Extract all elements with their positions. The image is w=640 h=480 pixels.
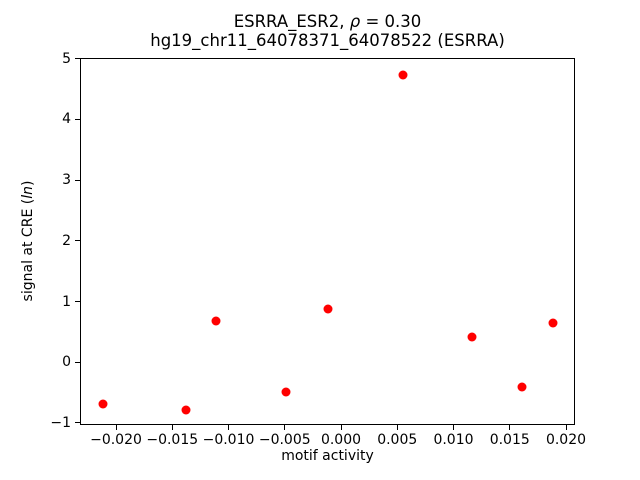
y-tick-mark	[75, 118, 80, 120]
data-point	[181, 405, 191, 415]
x-tick-label: −0.010	[202, 432, 255, 448]
title-suffix: = 0.30	[360, 12, 422, 31]
data-point	[467, 332, 476, 342]
y-tick-label: 0	[62, 354, 71, 371]
x-tick-mark	[115, 425, 117, 430]
title-line-1: ESRRA_ESR2, ρ = 0.30	[80, 12, 575, 31]
x-tick-mark	[565, 425, 567, 430]
y-tick-label: 5	[62, 50, 71, 67]
x-tick-label: 0.005	[377, 432, 418, 448]
data-point	[398, 70, 408, 80]
y-tick-label: −1	[50, 414, 71, 431]
y-tick-mark	[75, 361, 80, 363]
y-tick-mark	[75, 301, 80, 303]
x-tick-mark	[453, 425, 454, 430]
y-tick-mark	[75, 179, 80, 181]
data-point	[548, 318, 557, 328]
y-tick-label: 2	[62, 232, 71, 249]
x-tick-mark	[228, 425, 229, 430]
title-line-2: hg19_chr11_64078371_64078522 (ESRRA)	[150, 31, 505, 50]
x-tick-mark	[171, 425, 173, 430]
y-tick-label: 3	[62, 172, 71, 189]
y-axis-label-suffix: )	[20, 180, 36, 187]
plot-area	[80, 58, 575, 425]
chart-title: ESRRA_ESR2, ρ = 0.30 hg19_chr11_64078371…	[80, 12, 575, 50]
x-tick-label: −0.020	[90, 432, 142, 448]
y-tick-label: 1	[62, 293, 71, 310]
x-tick-label: 0.010	[433, 432, 474, 448]
rho-symbol: ρ	[349, 12, 361, 31]
x-tick-label: 0.020	[545, 432, 587, 448]
data-point	[323, 304, 332, 314]
y-axis-label-prefix: signal at CRE (	[20, 198, 36, 302]
x-tick-label: −0.015	[146, 432, 199, 448]
y-axis-label-italic: ln	[20, 186, 36, 199]
data-point	[98, 399, 107, 409]
x-tick-label: 0.015	[489, 432, 530, 448]
x-axis-label: motif activity	[281, 448, 374, 464]
y-tick-mark	[75, 422, 80, 424]
x-tick-label: 0.000	[320, 432, 362, 448]
x-tick-mark	[396, 425, 398, 430]
y-axis-label: signal at CRE (ln)	[20, 181, 36, 302]
data-point	[281, 387, 291, 397]
x-tick-mark	[509, 425, 511, 430]
x-tick-mark	[340, 425, 342, 430]
y-tick-mark	[75, 240, 80, 242]
x-tick-label: −0.005	[258, 432, 311, 448]
y-tick-label: 4	[62, 111, 71, 128]
x-tick-mark	[284, 425, 286, 430]
title-prefix: ESRRA_ESR2,	[233, 12, 350, 31]
data-point	[211, 316, 221, 326]
data-point	[517, 382, 527, 392]
y-tick-mark	[75, 58, 80, 60]
